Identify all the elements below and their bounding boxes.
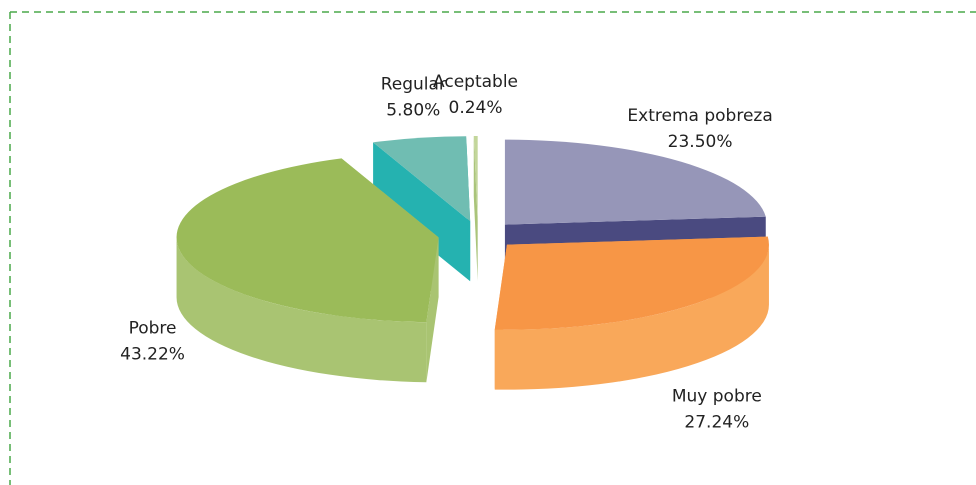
slice-value-label: 0.24% xyxy=(449,98,503,118)
slice xyxy=(373,136,471,222)
slice-value-label: 43.22% xyxy=(120,345,185,365)
slice-value-label: 27.24% xyxy=(684,413,749,433)
slice xyxy=(473,136,478,222)
slice-value-label: 5.80% xyxy=(386,101,440,121)
slice-label: Regular xyxy=(381,75,446,95)
slice-radial-side xyxy=(473,136,478,282)
slice-outer-side xyxy=(494,244,769,390)
slice xyxy=(504,139,766,225)
slice xyxy=(176,158,439,323)
slice-label: Pobre xyxy=(129,319,177,339)
slice-label: Aceptable xyxy=(433,72,518,92)
slice-radial-side xyxy=(373,142,471,282)
slice-label: Muy pobre xyxy=(672,387,762,407)
slice xyxy=(494,236,769,330)
slice-value-label: 23.50% xyxy=(668,132,733,152)
slice-outer-side xyxy=(176,237,427,383)
slice-label: Extrema pobreza xyxy=(627,106,772,126)
